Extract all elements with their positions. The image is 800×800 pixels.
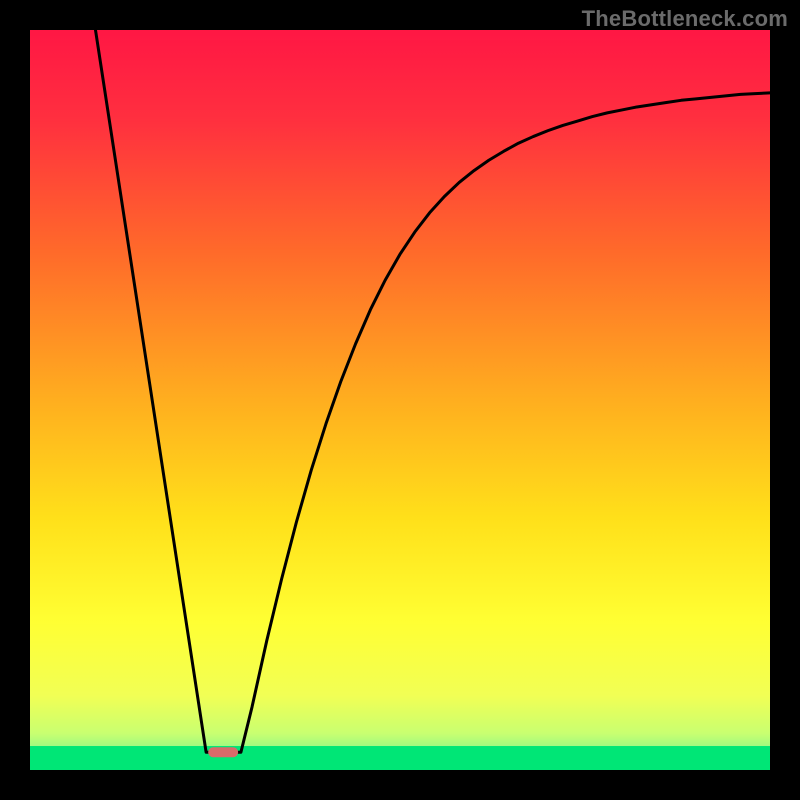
valley-marker <box>208 747 238 757</box>
gradient-background <box>30 30 770 770</box>
watermark-text: TheBottleneck.com <box>582 6 788 32</box>
plot-svg <box>30 30 770 770</box>
plot-area <box>30 30 770 770</box>
chart-frame: TheBottleneck.com <box>0 0 800 800</box>
bottom-green-band <box>30 746 770 770</box>
